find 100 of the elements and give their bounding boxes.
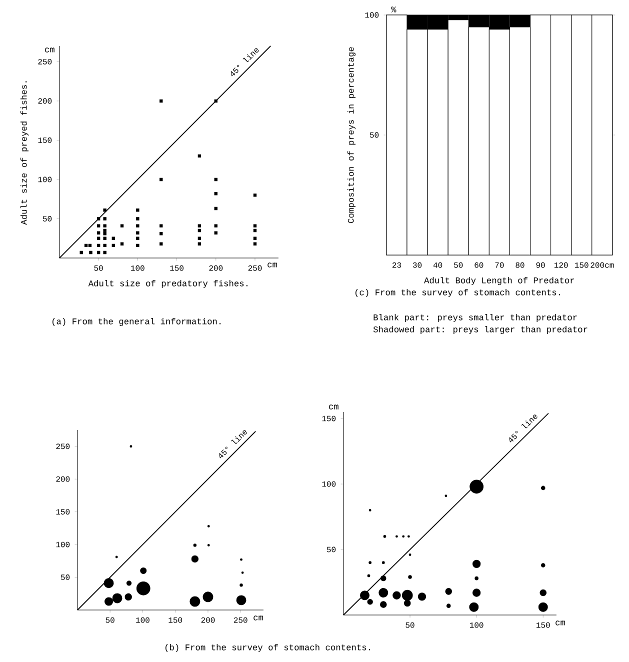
point xyxy=(159,99,163,103)
point xyxy=(96,231,100,234)
y-tick-label: 250 xyxy=(38,58,52,64)
point xyxy=(103,224,106,228)
point xyxy=(198,236,201,240)
x-tick-label: 150 xyxy=(574,262,588,268)
point xyxy=(253,236,256,240)
text: cm xyxy=(555,620,565,626)
text: cm xyxy=(267,262,277,268)
x-tick-label: 60 xyxy=(474,262,483,268)
point xyxy=(80,250,83,254)
x-tick-label: 200 xyxy=(201,617,214,623)
y-tick-label: 100 xyxy=(56,542,70,548)
text: cm xyxy=(253,616,263,620)
x-tick-label: 90 xyxy=(536,262,545,268)
y-tick-label: 50 xyxy=(42,216,52,222)
x-tick-label: 80 xyxy=(515,262,524,268)
y-tick-label: 150 xyxy=(38,138,52,143)
point xyxy=(214,206,218,210)
point xyxy=(159,232,163,236)
x-tick-label: 70 xyxy=(495,262,504,268)
point xyxy=(214,192,218,196)
point xyxy=(103,208,106,212)
point xyxy=(96,250,100,254)
point xyxy=(253,224,256,228)
point xyxy=(96,236,100,240)
point xyxy=(253,242,256,246)
point xyxy=(88,250,92,254)
x-tick-label: 200cm xyxy=(590,262,614,268)
point xyxy=(96,224,100,228)
point xyxy=(136,236,140,240)
point xyxy=(214,231,218,234)
x-tick-label: 40 xyxy=(433,262,442,268)
y-tick-label: 250 xyxy=(56,444,70,450)
x-tick-label: 100 xyxy=(470,622,484,628)
x-tick-label: 250 xyxy=(248,265,262,271)
y-tick-label: 150 xyxy=(322,416,336,422)
point xyxy=(112,244,115,248)
point xyxy=(103,250,106,254)
text: Blank part: preys smaller than predator xyxy=(374,314,577,322)
point xyxy=(103,232,106,236)
point xyxy=(120,242,124,246)
y-tick-label: 100 xyxy=(322,481,336,487)
x-axis-title: Adult Body Length of Predator xyxy=(424,276,574,286)
text: cm xyxy=(328,404,338,410)
point xyxy=(120,224,124,228)
x-tick-label: 150 xyxy=(168,617,182,623)
point xyxy=(136,217,140,220)
y-axis-title: Adult size of preyed fishes. xyxy=(20,81,28,225)
text: % xyxy=(390,6,396,12)
y-axis-title: Composition of preys in percentage xyxy=(347,47,356,223)
y-tick-label: 50 xyxy=(326,546,336,552)
x-tick-label: 23 xyxy=(392,262,401,268)
x-tick-label: 150 xyxy=(536,622,550,628)
point xyxy=(214,224,218,228)
point xyxy=(103,244,106,248)
text: (b) From the survey of stomach contents. xyxy=(165,644,370,652)
y-tick-label: 200 xyxy=(56,476,70,482)
x-tick-label: 30 xyxy=(412,262,422,268)
point xyxy=(198,242,201,246)
point xyxy=(198,228,201,232)
point xyxy=(136,231,140,234)
x-tick-label: 50 xyxy=(405,622,414,628)
point xyxy=(96,217,100,220)
point xyxy=(136,244,140,248)
point xyxy=(214,99,218,103)
point xyxy=(253,228,256,232)
y-tick-label: 200 xyxy=(38,98,52,104)
point xyxy=(198,154,201,158)
x-tick-label: 250 xyxy=(234,617,248,623)
point xyxy=(103,236,106,240)
x-axis-title: Adult size of predatory fishes. xyxy=(88,280,248,288)
point xyxy=(103,228,106,232)
x-tick-label: 100 xyxy=(136,617,150,623)
point xyxy=(103,217,106,220)
point xyxy=(112,236,115,240)
point xyxy=(214,178,218,182)
x-tick-label: 120 xyxy=(554,262,568,268)
text: (a) From the general information. xyxy=(52,318,220,326)
x-tick-label: 100 xyxy=(130,265,144,271)
text: (c) From the survey of stomach contents. xyxy=(355,288,560,298)
point xyxy=(198,224,201,228)
text: Shadowed part: preys larger than predator xyxy=(373,326,587,334)
point xyxy=(159,242,163,246)
text: cm xyxy=(44,48,54,52)
point xyxy=(159,224,163,228)
x-tick-label: 200 xyxy=(209,265,222,271)
x-tick-label: 50 xyxy=(94,265,103,271)
x-tick-label: 150 xyxy=(170,265,184,271)
y-tick-label: 150 xyxy=(56,509,70,515)
x-tick-label: 50 xyxy=(106,617,114,623)
point xyxy=(136,224,140,228)
y-tick-label: 50 xyxy=(60,574,70,580)
point xyxy=(136,208,140,212)
point xyxy=(96,244,100,248)
point xyxy=(159,178,163,182)
point xyxy=(84,244,88,248)
x-tick-label: 50 xyxy=(454,262,462,268)
point xyxy=(253,194,256,197)
y-tick-label: 100 xyxy=(38,176,52,182)
